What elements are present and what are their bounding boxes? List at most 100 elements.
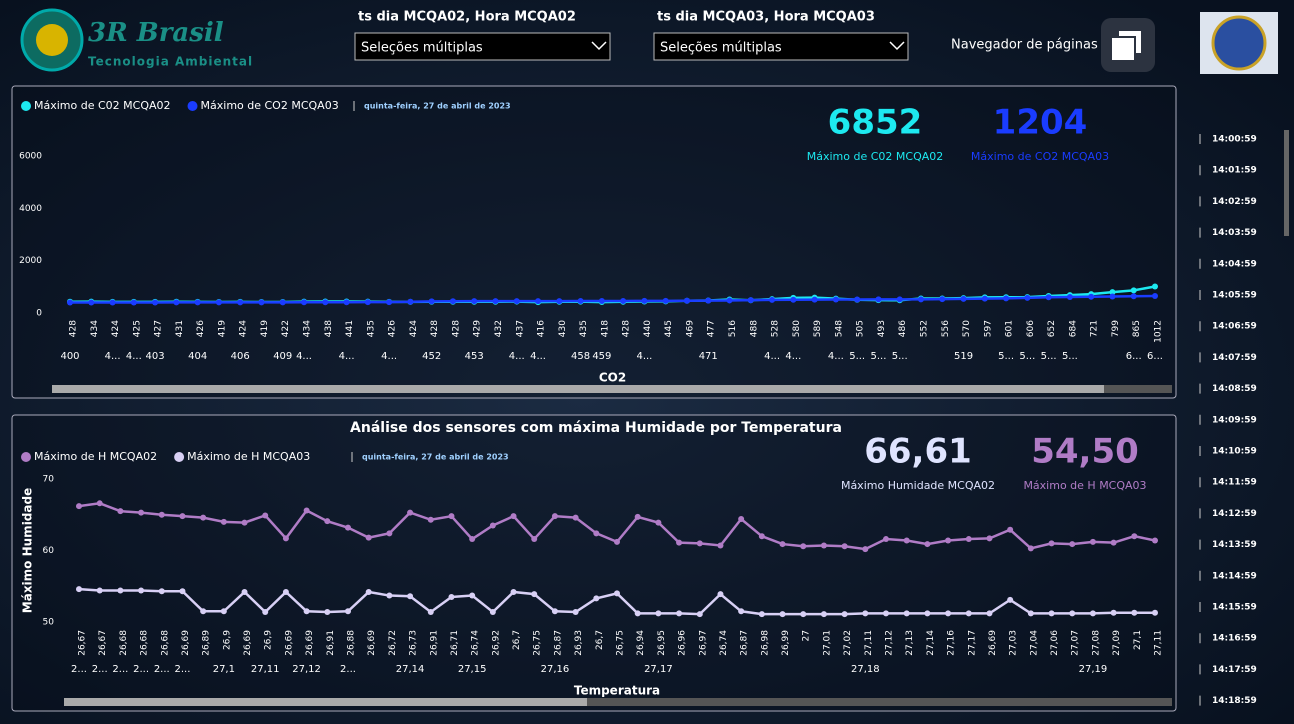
group-label: 2... [340, 664, 356, 675]
data-point [1130, 293, 1137, 300]
data-point [800, 611, 807, 618]
x-tick-label: 432 [494, 320, 504, 337]
data-point [324, 608, 331, 615]
data-point [407, 509, 414, 516]
x-tick-label: 27,17 [967, 630, 977, 656]
nav-icon [1110, 36, 1136, 62]
group-label: 4... [636, 351, 652, 362]
time-item: 14:16:59 [1212, 634, 1257, 644]
data-point [303, 608, 310, 615]
data-point [655, 519, 662, 526]
data-point [365, 588, 372, 595]
data-point [862, 546, 869, 553]
data-point [1152, 537, 1158, 544]
data-point [428, 298, 435, 305]
x-tick-label: 597 [983, 320, 993, 337]
slicer[interactable] [653, 32, 909, 61]
data-point [676, 539, 683, 546]
group-label: 2... [92, 664, 108, 675]
data-point [1069, 610, 1076, 617]
group-label: 4... [339, 351, 355, 362]
data-point [696, 611, 703, 618]
data-point [449, 298, 456, 305]
x-tick-label: 26,91 [326, 630, 336, 656]
data-point [598, 297, 605, 304]
x-tick-label: 26,69 [988, 630, 998, 656]
data-point [903, 537, 910, 544]
group-label: 4... [381, 351, 397, 362]
data-point [641, 297, 648, 304]
data-point [883, 610, 889, 617]
data-point [1109, 293, 1116, 300]
x-tick-label: 486 [898, 320, 908, 337]
group-label: 4... [105, 351, 121, 362]
data-point [1045, 294, 1052, 301]
data-point [407, 298, 414, 305]
x-tick-label: 427 [154, 320, 164, 337]
x-tick-label: 428 [451, 320, 461, 337]
data-point [469, 536, 476, 543]
data-point [1089, 538, 1096, 545]
data-point [1152, 283, 1158, 290]
data-point [158, 588, 165, 595]
data-point [158, 511, 165, 518]
time-item: 14:15:59 [1212, 603, 1257, 613]
data-point [862, 610, 869, 617]
x-tick-label: 580 [792, 320, 802, 337]
data-point [200, 514, 207, 521]
group-label: 6... [1147, 351, 1163, 362]
data-point [726, 297, 733, 304]
group-label: 403 [146, 351, 165, 362]
series-line [69, 294, 1156, 304]
data-point [903, 610, 910, 617]
scrollbar-thumb[interactable] [52, 385, 1104, 393]
time-item: 14:14:59 [1212, 571, 1257, 581]
x-tick-label: 26,9 [264, 630, 274, 650]
data-point [738, 608, 745, 615]
x-tick-label: 26,68 [160, 630, 170, 656]
data-point [620, 297, 627, 304]
data-point [883, 536, 889, 543]
x-tick-label: 26,73 [409, 630, 419, 656]
data-point [117, 508, 124, 515]
slicer[interactable] [354, 32, 611, 61]
data-point [152, 299, 159, 306]
group-label: 27,1 [213, 664, 235, 675]
group-label: 4... [509, 351, 525, 362]
x-tick-label: 428 [69, 320, 79, 337]
x-tick-label: 440 [643, 320, 653, 337]
data-point [945, 610, 952, 617]
x-tick-label: 477 [707, 320, 717, 337]
group-label: 27,15 [458, 664, 487, 675]
data-point [572, 608, 579, 615]
scrollbar-track[interactable] [587, 698, 1172, 706]
x-tick-label: 26,75 [616, 630, 626, 656]
data-point [960, 295, 967, 302]
x-tick-label: 516 [728, 320, 738, 337]
data-point [173, 299, 180, 306]
x-tick-label: 27,08 [1091, 630, 1101, 656]
data-point [322, 299, 329, 306]
x-tick-label: 26,87 [740, 630, 750, 656]
data-point [769, 296, 776, 303]
data-point [282, 588, 289, 595]
time-item: 14:01:59 [1212, 166, 1257, 176]
data-point [551, 513, 558, 520]
time-item: 14:04:59 [1212, 259, 1257, 269]
data-point [841, 543, 848, 550]
x-tick-label: 26,7 [512, 630, 522, 650]
x-tick-label: 26,97 [698, 630, 708, 656]
data-point [820, 542, 827, 549]
x-tick-label: 429 [473, 320, 483, 337]
data-point [986, 535, 993, 542]
data-point [811, 296, 818, 303]
x-tick-label: 27,01 [822, 630, 832, 656]
data-point [324, 518, 331, 525]
x-tick-label: 606 [1026, 320, 1036, 337]
list-scrollbar[interactable] [1284, 130, 1289, 236]
data-point [531, 536, 538, 543]
data-point [241, 519, 248, 526]
x-tick-label: 27,06 [1050, 630, 1060, 656]
x-tick-label: 684 [1068, 320, 1078, 337]
